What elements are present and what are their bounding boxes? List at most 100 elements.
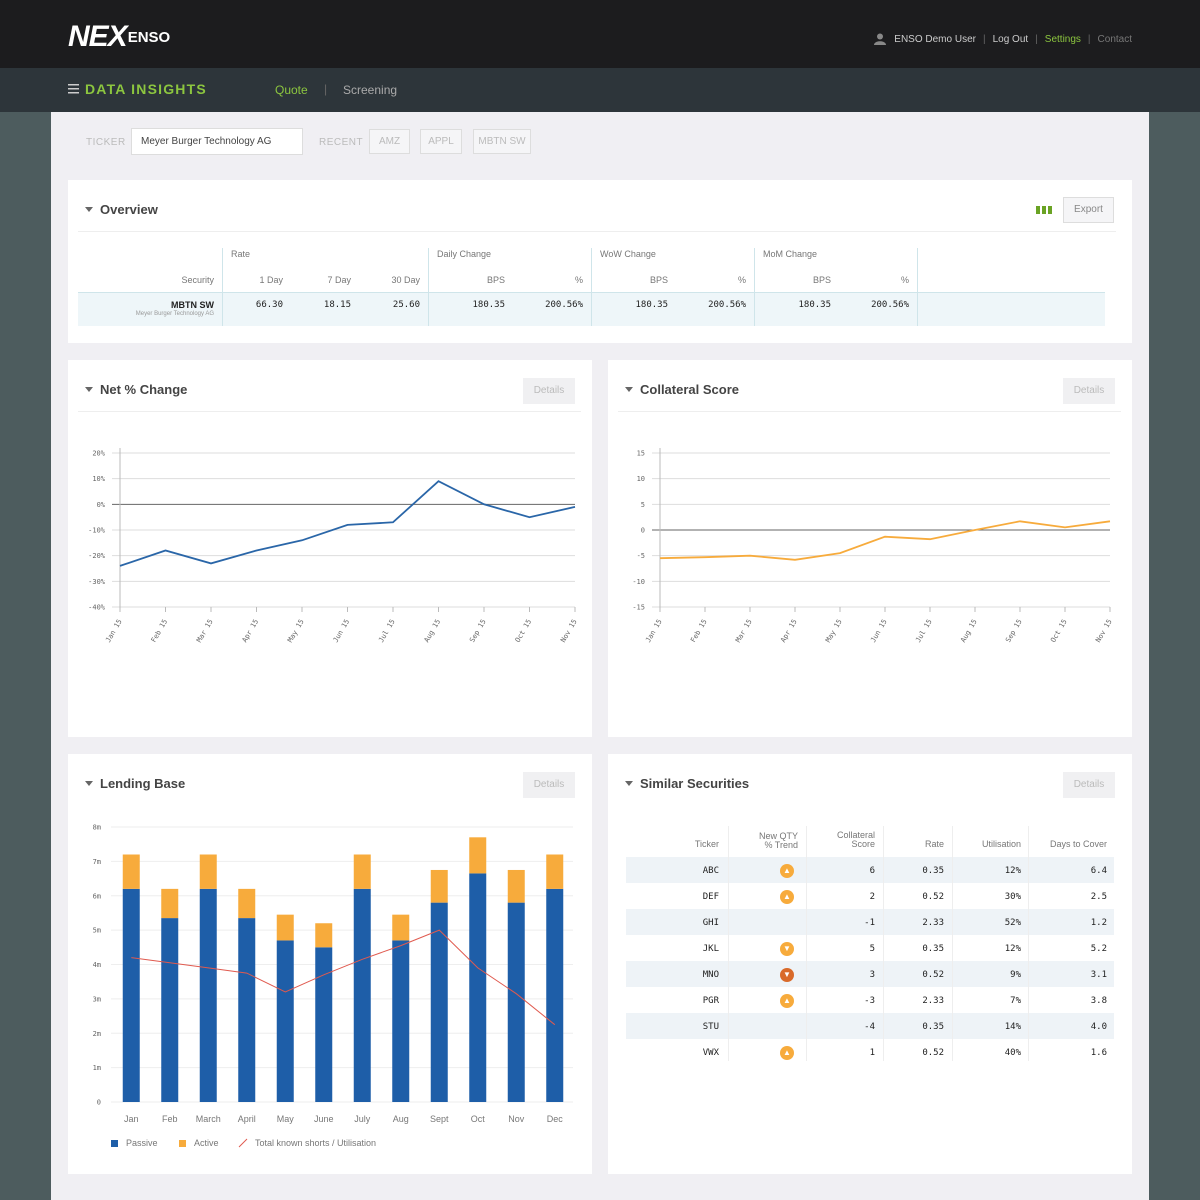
x-tick-label: Nov: [508, 1114, 525, 1124]
group-rate: Rate: [231, 249, 251, 259]
cell-rate: 0.52: [922, 892, 944, 902]
table-row[interactable]: MNO 3 0.52 9% 3.1 ▼: [626, 961, 1114, 987]
y-tick-label: -10: [632, 578, 645, 586]
collapse-caret-icon: [85, 781, 93, 786]
tab-screening[interactable]: Screening: [343, 83, 398, 97]
cell-days-to-cover: 1.6: [1090, 1048, 1107, 1058]
x-tick-label: May 15: [824, 618, 844, 644]
table-row[interactable]: ABC 6 0.35 12% 6.4 ▲: [626, 857, 1114, 883]
x-tick-label: April: [238, 1114, 256, 1124]
value-daily-pct: 200.56%: [545, 300, 583, 310]
bar-passive: [546, 888, 564, 1102]
legend-label: Passive: [126, 1138, 158, 1148]
cell-rate: 2.33: [922, 918, 944, 928]
y-tick-label: -15: [632, 604, 645, 612]
menu-icon[interactable]: [68, 84, 79, 94]
lending-details-button[interactable]: Details: [523, 772, 575, 798]
table-row[interactable]: PGR -3 2.33 7% 3.8 ▲: [626, 987, 1114, 1013]
bar-active: [276, 914, 294, 941]
bar-passive: [199, 888, 217, 1102]
cell-days-to-cover: 6.4: [1090, 866, 1107, 876]
security-ticker[interactable]: MBTN SW: [171, 300, 214, 310]
recent-chip-mbtn[interactable]: MBTN SW: [473, 129, 531, 154]
x-tick-label: March: [196, 1114, 221, 1124]
cell-days-to-cover: 3.1: [1090, 970, 1107, 980]
x-tick-label: Oct 15: [514, 618, 534, 644]
collapse-caret-icon: [625, 387, 633, 392]
x-tick-label: Aug 15: [959, 618, 979, 644]
user-name[interactable]: ENSO Demo User: [894, 33, 976, 45]
bar-active: [315, 923, 333, 948]
table-row[interactable]: GHI -1 2.33 52% 1.2: [626, 909, 1114, 935]
divider: [78, 231, 1116, 232]
x-tick-label: Jan 15: [104, 618, 124, 644]
col-score-line1: Collateral: [836, 830, 875, 840]
collateral-details-button[interactable]: Details: [1063, 378, 1115, 404]
col-utilisation: Utilisation: [981, 839, 1021, 849]
net-change-title[interactable]: Net % Change: [85, 382, 187, 397]
contact-link[interactable]: Contact: [1097, 33, 1132, 45]
col-mom-pct: %: [900, 275, 909, 285]
utilisation-line: [131, 929, 556, 1026]
nex-enso-logo[interactable]: NEX ENSO: [68, 20, 170, 54]
ticker-input[interactable]: Meyer Burger Technology AG: [131, 128, 303, 155]
y-tick-label: 0: [641, 527, 645, 535]
cell-utilisation: 12%: [1004, 866, 1021, 876]
cell-score: -3: [864, 996, 875, 1006]
security-name: Meyer Burger Technology AG: [135, 311, 214, 317]
net-change-chart: 20% 10% 0% -10% -20% -30% -40% Jan 15 Feb 15 Mar …: [88, 448, 579, 644]
bar-active: [430, 869, 448, 903]
x-tick-label: Nov 15: [1094, 618, 1114, 644]
x-tick-label: Sep 15: [1004, 618, 1024, 644]
y-tick-label: -5: [637, 552, 645, 560]
col-ticker: Ticker: [694, 839, 719, 849]
y-tick-label: 3m: [93, 995, 101, 1003]
x-tick-label: Feb 15: [689, 618, 709, 644]
overview-title[interactable]: Overview: [85, 202, 158, 217]
x-tick-label: Feb: [162, 1114, 178, 1124]
net-change-details-button[interactable]: Details: [523, 378, 575, 404]
recent-chip-amz[interactable]: AMZ: [369, 129, 410, 154]
recent-chip-appl[interactable]: APPL: [420, 129, 462, 154]
collateral-title[interactable]: Collateral Score: [625, 382, 739, 397]
logout-link[interactable]: Log Out: [992, 33, 1029, 45]
lending-title[interactable]: Lending Base: [85, 776, 185, 791]
col-daily-pct: %: [574, 275, 583, 285]
table-row[interactable]: JKL 5 0.35 12% 5.2 ▼: [626, 935, 1114, 961]
similar-title-text: Similar Securities: [640, 776, 750, 791]
cell-days-to-cover: 4.0: [1090, 1022, 1107, 1032]
cell-days-to-cover: 2.5: [1090, 892, 1107, 902]
value-7-day: 18.15: [323, 300, 351, 310]
legend-active: Active: [179, 1138, 219, 1148]
trend-up-icon: ▲: [780, 864, 794, 878]
similar-title[interactable]: Similar Securities: [625, 776, 749, 791]
column-divider: [591, 248, 592, 326]
bar-passive: [122, 888, 140, 1102]
table-row[interactable]: VWX 1 0.52 40% 1.6 ▲: [626, 1039, 1114, 1065]
table-row[interactable]: DEF 2 0.52 30% 2.5 ▲: [626, 883, 1114, 909]
col-1-day: 1 Day: [259, 275, 283, 285]
cell-rate: 0.35: [922, 944, 944, 954]
user-nav: ENSO Demo User | Log Out | Settings | Co…: [874, 33, 1132, 45]
settings-link[interactable]: Settings: [1044, 33, 1081, 45]
col-score-line2: Score: [851, 839, 875, 849]
tab-quote[interactable]: Quote: [275, 83, 308, 97]
export-button[interactable]: Export: [1063, 197, 1114, 223]
status-bars-icon: [1036, 206, 1052, 214]
series-line: [659, 520, 1111, 561]
divider: [78, 411, 581, 412]
similar-details-button[interactable]: Details: [1063, 772, 1115, 798]
bar-active: [507, 869, 525, 903]
collapse-caret-icon: [85, 387, 93, 392]
overview-title-text: Overview: [100, 202, 158, 217]
column-divider: [883, 826, 884, 1061]
column-divider: [806, 826, 807, 1061]
col-daily-bps: BPS: [486, 275, 505, 285]
legend-swatch: [111, 1139, 118, 1147]
table-row[interactable]: STU -4 0.35 14% 4.0: [626, 1013, 1114, 1039]
x-tick-label: Jan: [124, 1114, 139, 1124]
value-daily-bps: 180.35: [472, 300, 505, 310]
y-tick-label: 6m: [93, 892, 101, 900]
tab-separator: |: [324, 82, 328, 96]
cell-rate: 0.35: [922, 1022, 944, 1032]
